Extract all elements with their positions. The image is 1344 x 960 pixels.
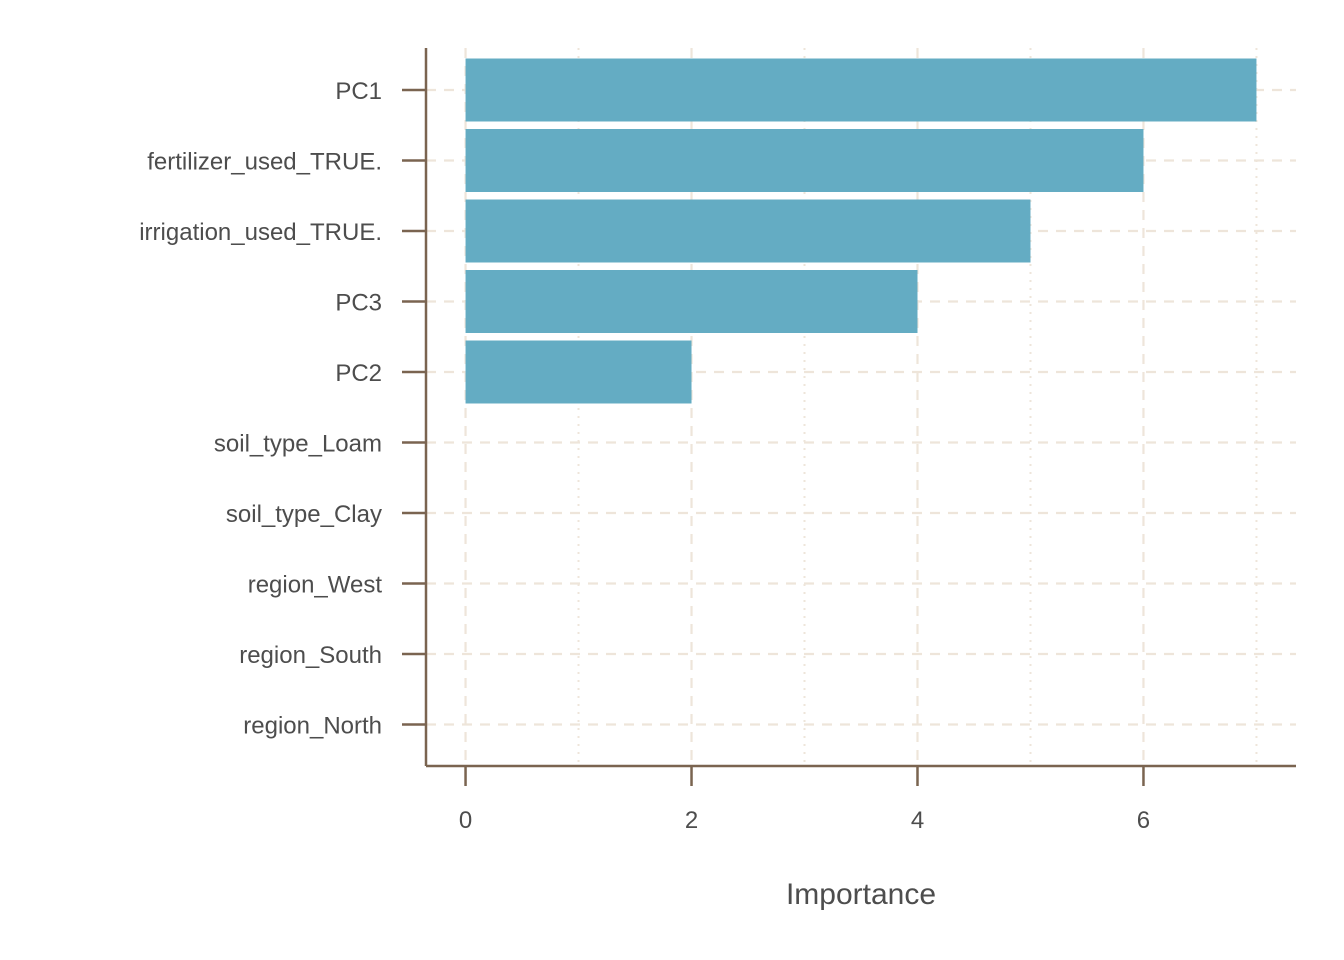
bar (465, 340, 692, 404)
y-tick-label: region_North (243, 713, 382, 740)
y-tick-label: region_South (239, 642, 382, 669)
label-layer: PC1 fertilizer_used_TRUE. irrigation_used_… (139, 78, 1150, 834)
bar-layer (465, 58, 1257, 404)
x-tick-label: 4 (911, 807, 924, 834)
x-tick-label: 6 (1137, 807, 1150, 834)
y-tick-label: PC1 (335, 78, 382, 105)
y-tick-label: fertilizer_used_TRUE. (147, 149, 382, 176)
bar (465, 199, 1031, 263)
y-tick-label: PC3 (335, 290, 382, 317)
y-tick-label: irrigation_used_TRUE. (139, 219, 382, 246)
x-axis-title: Importance (786, 878, 936, 911)
x-tick-label: 2 (685, 807, 698, 834)
bar (465, 129, 1144, 192)
bar (465, 270, 918, 333)
y-tick-label: soil_type_Clay (226, 501, 382, 528)
y-tick-label: soil_type_Loam (214, 431, 382, 458)
y-tick-label: region_West (248, 572, 383, 599)
bar (465, 58, 1257, 122)
x-tick-label: 0 (459, 807, 472, 834)
y-tick-label: PC2 (335, 360, 382, 387)
axis-layer (402, 48, 1296, 786)
